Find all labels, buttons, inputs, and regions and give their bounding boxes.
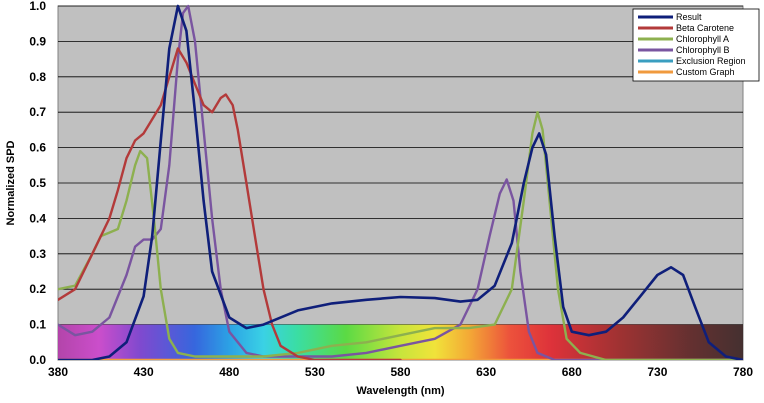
y-tick-label: 0.8	[29, 70, 46, 84]
y-tick-label: 0.2	[29, 282, 46, 296]
visible-spectrum-band	[58, 324, 743, 360]
x-tick-label: 630	[476, 365, 496, 379]
series-line-chlorophyll-b	[58, 4, 743, 360]
legend-label-exclusion-region: Exclusion Region	[676, 56, 746, 66]
legend-box	[632, 8, 760, 82]
y-tick-label: 0.3	[29, 247, 46, 261]
y-tick-label: 0.6	[29, 141, 46, 155]
series-line-beta-carotene	[58, 47, 402, 360]
x-tick-label: 680	[562, 365, 582, 379]
x-tick-label: 580	[390, 365, 410, 379]
y-tick-label: 0.5	[29, 176, 46, 190]
y-tick-label: 1.0	[29, 0, 46, 13]
y-tick-label: 0.0	[29, 353, 46, 367]
series-lines	[58, 4, 743, 360]
x-axis-title: Wavelength (nm)	[356, 385, 445, 397]
x-tick-label: 530	[305, 365, 325, 379]
y-tick-label: 0.4	[29, 211, 46, 225]
y-axis-title: Normalized SPD	[5, 140, 17, 225]
y-tick-label: 0.1	[29, 318, 46, 332]
legend-label-chlorophyll-b: Chlorophyll B	[676, 45, 730, 55]
legend-label-result: Result	[676, 12, 702, 22]
series-line-result	[58, 4, 743, 360]
legend-label-chlorophyll-a: Chlorophyll A	[676, 34, 729, 44]
x-tick-label: 780	[733, 365, 753, 379]
x-tick-label: 380	[48, 365, 68, 379]
x-tick-label: 430	[134, 365, 154, 379]
x-tick-label: 730	[647, 365, 667, 379]
legend-label-beta-carotene: Beta Carotene	[676, 23, 734, 33]
x-tick-label: 480	[219, 365, 239, 379]
y-tick-label: 0.9	[29, 34, 46, 48]
x-tick-labels: 380 430 480 530 580 630 680 730 780	[48, 365, 753, 379]
y-tick-labels: 0.0 0.1 0.2 0.3 0.4 0.5 0.6 0.7 0.8 0.9 1.0	[29, 0, 46, 367]
y-tick-label: 0.7	[29, 105, 46, 119]
legend-label-custom-graph: Custom Graph	[676, 67, 735, 77]
